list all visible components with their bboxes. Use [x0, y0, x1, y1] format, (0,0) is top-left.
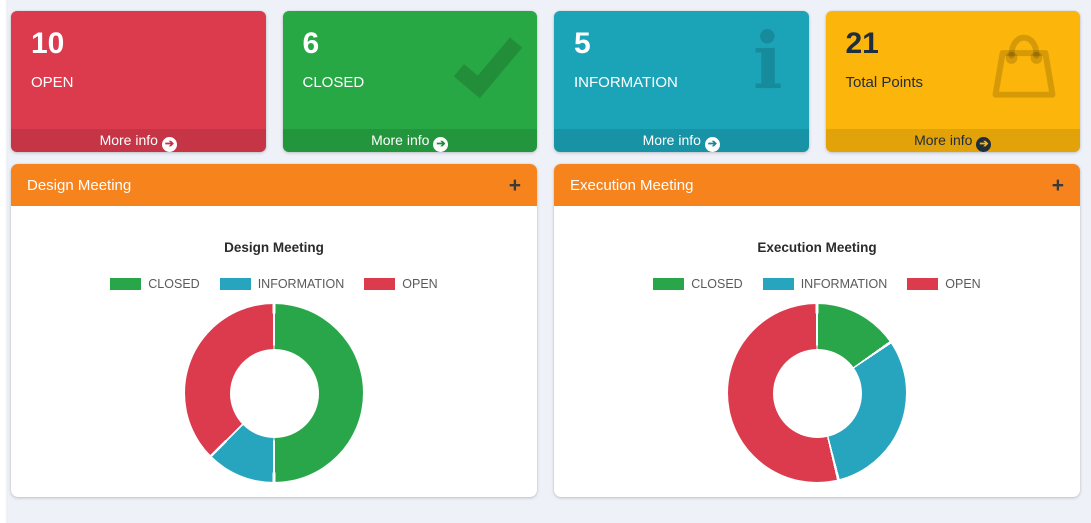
open-more-info-link[interactable]: More info: [11, 129, 266, 152]
chart-legend: CLOSED INFORMATION OPEN: [25, 277, 523, 291]
arrow-circle-right-icon: [976, 137, 992, 152]
panel-row: Design Meeting + Design Meeting CLOSED I…: [0, 152, 1091, 512]
legend-label: CLOSED: [691, 277, 743, 291]
arrow-circle-right-icon: [161, 137, 177, 152]
legend-swatch: [364, 278, 396, 290]
doughnut-chart-design-meeting[interactable]: [185, 304, 363, 482]
total-points-more-info-link[interactable]: More info: [825, 129, 1080, 152]
legend-item-information[interactable]: INFORMATION: [219, 277, 345, 291]
legend-item-information[interactable]: INFORMATION: [762, 277, 888, 291]
legend-swatch: [219, 278, 251, 290]
stat-box-total-points: 21 Total Points More info: [825, 11, 1081, 152]
info-icon: i: [752, 16, 783, 107]
chart-legend: CLOSED INFORMATION OPEN: [568, 277, 1066, 291]
legend-item-open[interactable]: OPEN: [364, 277, 438, 291]
stat-box-open: 10 OPEN More info: [11, 11, 266, 152]
arrow-circle-right-icon: [704, 137, 720, 152]
legend-label: OPEN: [945, 277, 981, 291]
total-points-label: Total Points: [845, 74, 924, 91]
stat-box-information: 5 INFORMATION i More info: [554, 11, 809, 152]
more-info-label: More info: [642, 132, 701, 148]
legend-label: CLOSED: [148, 277, 200, 291]
stat-box-closed-inner: 6 CLOSED: [283, 11, 538, 91]
legend-swatch: [653, 278, 685, 290]
information-more-info-link[interactable]: More info: [554, 129, 809, 152]
legend-swatch: [762, 278, 794, 290]
stat-box-open-inner: 10 OPEN: [11, 11, 266, 91]
expand-icon[interactable]: +: [1051, 173, 1064, 197]
closed-label: CLOSED: [302, 74, 365, 91]
open-label: OPEN: [31, 74, 74, 91]
information-label: INFORMATION: [574, 74, 678, 91]
legend-label: INFORMATION: [800, 277, 888, 291]
legend-swatch: [907, 278, 939, 290]
stat-box-closed: 6 CLOSED More info: [282, 11, 538, 152]
panel-execution-meeting-header: Execution Meeting +: [554, 164, 1080, 206]
stat-box-row: 10 OPEN More info 6 CLOSED More info 5 I…: [0, 0, 1091, 152]
panel-design-meeting: Design Meeting + Design Meeting CLOSED I…: [11, 164, 537, 497]
more-info-label: More info: [914, 132, 973, 148]
legend-swatch: [110, 278, 142, 290]
panel-title: Design Meeting: [27, 176, 132, 194]
total-points-count: 21: [845, 27, 879, 60]
stat-box-total-points-inner: 21 Total Points: [826, 11, 1081, 91]
panel-design-meeting-header: Design Meeting +: [11, 164, 537, 206]
stat-box-information-inner: 5 INFORMATION: [554, 11, 809, 91]
more-info-label: More info: [371, 132, 430, 148]
legend-label: OPEN: [402, 277, 438, 291]
shopping-bag-icon: [986, 25, 1062, 110]
legend-item-closed[interactable]: CLOSED: [110, 277, 200, 291]
closed-more-info-link[interactable]: More info: [282, 129, 537, 152]
panel-execution-meeting-body: Execution Meeting CLOSED INFORMATION OPE…: [554, 206, 1080, 482]
panel-design-meeting-body: Design Meeting CLOSED INFORMATION OPEN: [11, 206, 537, 482]
page-left-edge: [0, 0, 8, 523]
more-info-label: More info: [99, 132, 158, 148]
closed-count: 6: [302, 27, 320, 60]
arrow-circle-right-icon: [433, 137, 449, 152]
expand-icon[interactable]: +: [508, 173, 521, 197]
information-count: 5: [574, 27, 591, 60]
panel-title: Execution Meeting: [570, 176, 694, 194]
chart-title: Execution Meeting: [757, 240, 877, 255]
legend-label: INFORMATION: [257, 277, 345, 291]
chart-title: Design Meeting: [224, 240, 324, 255]
panel-execution-meeting: Execution Meeting + Execution Meeting CL…: [554, 164, 1080, 497]
open-count: 10: [31, 27, 65, 60]
doughnut-chart-execution-meeting[interactable]: [728, 304, 906, 482]
legend-item-closed[interactable]: CLOSED: [653, 277, 743, 291]
legend-item-open[interactable]: OPEN: [907, 277, 981, 291]
